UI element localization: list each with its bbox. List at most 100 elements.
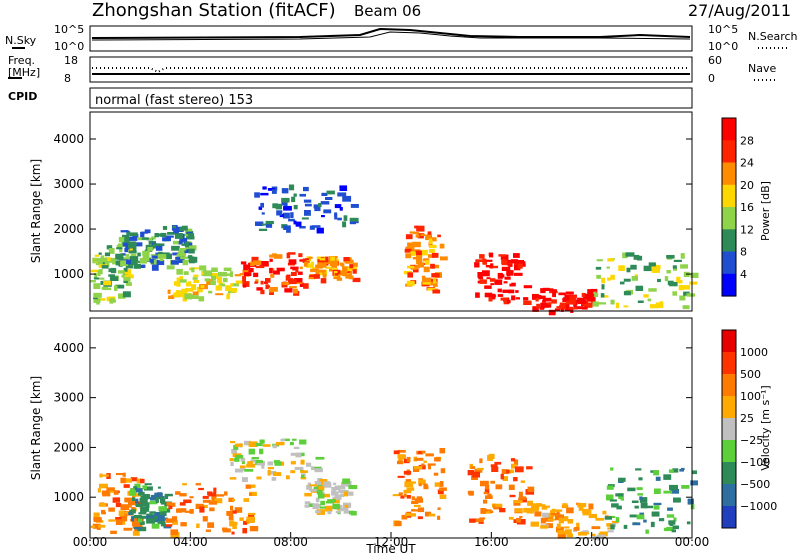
data-cell <box>330 268 338 271</box>
x-tick-label: 04:00 <box>173 535 208 549</box>
data-cell <box>276 441 285 446</box>
data-cell <box>596 274 601 279</box>
data-cell <box>532 296 536 300</box>
data-cell <box>262 444 271 447</box>
data-cell <box>309 274 316 277</box>
data-cell <box>157 515 165 521</box>
data-cell <box>106 487 115 491</box>
data-cell <box>664 276 669 282</box>
data-cell <box>142 485 147 490</box>
data-cell <box>421 275 426 282</box>
data-cell <box>493 504 503 510</box>
data-cell <box>607 527 612 530</box>
data-cell <box>593 291 597 295</box>
data-cell <box>255 459 263 465</box>
beam-label: Beam 06 <box>354 2 421 20</box>
data-cell <box>235 455 244 459</box>
data-cell <box>582 509 592 516</box>
data-cell <box>259 448 264 455</box>
data-cell <box>327 510 332 515</box>
data-cell <box>393 450 400 455</box>
data-cell <box>615 517 620 523</box>
data-cell <box>669 521 674 527</box>
data-cell <box>467 490 472 495</box>
data-cell <box>154 233 159 238</box>
data-cell <box>226 294 230 300</box>
data-cell <box>673 517 677 522</box>
data-cell <box>303 186 309 192</box>
data-cell <box>141 237 149 240</box>
data-cell <box>93 283 101 289</box>
data-cell <box>414 457 424 461</box>
data-cell <box>618 265 625 271</box>
data-cell <box>673 268 677 271</box>
data-cell <box>132 497 136 501</box>
data-cell <box>101 509 106 514</box>
data-cell <box>284 288 293 293</box>
data-cell <box>185 510 190 513</box>
data-cell <box>489 252 493 256</box>
data-cell <box>348 270 352 277</box>
data-cell <box>261 223 267 226</box>
data-cell <box>124 247 129 253</box>
data-cell <box>151 264 159 271</box>
data-cell <box>155 497 159 503</box>
data-cell <box>470 466 476 470</box>
data-cell <box>172 240 179 245</box>
data-cell <box>542 505 550 508</box>
data-cell <box>427 231 432 235</box>
data-cell <box>509 283 513 287</box>
data-cell <box>418 483 422 487</box>
data-cell <box>104 257 111 261</box>
data-cell <box>509 494 516 498</box>
data-cell <box>331 487 336 493</box>
nsky-tick-bottom: 10^0 <box>54 40 84 53</box>
data-cell <box>163 525 172 529</box>
data-cell <box>526 466 533 470</box>
data-cell <box>433 281 438 287</box>
data-cell <box>122 234 130 239</box>
data-cell <box>635 468 642 471</box>
data-cell <box>282 282 290 285</box>
data-cell <box>198 296 205 302</box>
data-cell <box>483 510 492 514</box>
data-cell <box>250 261 255 266</box>
data-cell <box>412 256 419 260</box>
data-cell <box>690 272 699 278</box>
data-cell <box>687 498 694 505</box>
data-cell <box>530 508 534 514</box>
data-cell <box>566 507 574 514</box>
data-cell <box>334 212 338 217</box>
data-cell <box>500 473 504 480</box>
colorbar-segment <box>722 118 736 141</box>
data-cell <box>179 279 187 283</box>
data-cell <box>634 505 639 509</box>
data-cell <box>434 482 444 487</box>
data-cell <box>423 258 430 262</box>
colorbar-segment <box>722 374 736 397</box>
data-cell <box>120 230 129 233</box>
data-cell <box>595 266 602 270</box>
data-cell <box>336 277 343 281</box>
data-cell <box>514 500 523 504</box>
data-cell <box>616 302 619 309</box>
data-cell <box>120 260 128 266</box>
data-cell <box>186 282 191 287</box>
data-cell <box>663 474 672 480</box>
data-cell <box>235 280 244 284</box>
data-cell <box>653 470 659 476</box>
data-cell <box>559 302 566 309</box>
data-cell <box>176 290 180 295</box>
data-cell <box>220 283 225 287</box>
data-cell <box>248 448 256 455</box>
data-cell <box>230 288 237 293</box>
data-cell <box>318 269 326 273</box>
data-cell <box>210 275 216 281</box>
data-cell <box>290 452 298 456</box>
data-cell <box>686 521 691 525</box>
data-cell <box>682 285 691 290</box>
data-cell <box>667 507 673 511</box>
colorbar-tick-label: 16 <box>740 201 754 214</box>
data-cell <box>288 279 297 285</box>
data-cell <box>401 514 408 520</box>
